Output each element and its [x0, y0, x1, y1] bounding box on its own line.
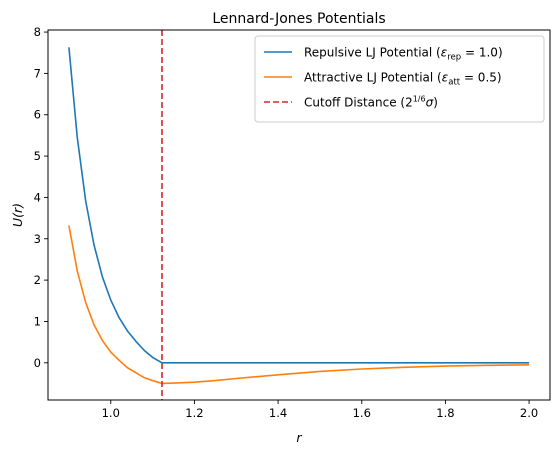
legend-label-2: Cutoff Distance (21/6σ)	[304, 95, 438, 110]
series-line-1	[68, 225, 530, 385]
x-axis-label: r	[296, 430, 302, 445]
x-axis: 1.0 1.2 1.4 1.6 1.8 2.0	[102, 400, 538, 420]
y-tick-label: 2	[34, 273, 41, 287]
y-axis: 0 1 2 3 4 5 6 7 8	[34, 25, 48, 370]
x-tick-label: 1.2	[185, 406, 203, 420]
plot-area	[68, 30, 530, 400]
x-tick-label: 2.0	[520, 406, 538, 420]
y-tick-label: 3	[34, 232, 41, 246]
legend-label-0: Repulsive LJ Potential (εrep = 1.0)	[304, 46, 503, 63]
y-tick-label: 7	[34, 66, 41, 80]
legend-box	[254, 35, 545, 123]
y-tick-label: 0	[34, 356, 41, 370]
y-tick-label: 1	[34, 314, 41, 328]
axes-frame	[47, 29, 551, 401]
y-tick-label: 6	[34, 108, 41, 122]
x-tick-label: 1.6	[353, 406, 371, 420]
series-line-0	[68, 47, 530, 364]
legend: Repulsive LJ Potential (εrep = 1.0) Attra…	[254, 35, 545, 123]
legend-label-1: Attractive LJ Potential (εatt = 0.5)	[304, 71, 502, 88]
x-tick-label: 1.8	[436, 406, 454, 420]
y-tick-label: 5	[34, 149, 41, 163]
x-tick-label: 1.0	[102, 406, 120, 420]
chart-title: Lennard-Jones Potentials	[212, 11, 385, 27]
y-tick-label: 4	[34, 190, 41, 204]
y-tick-label: 8	[34, 25, 41, 39]
x-tick-label: 1.4	[269, 406, 287, 420]
y-axis-label: U(r)	[10, 203, 25, 227]
